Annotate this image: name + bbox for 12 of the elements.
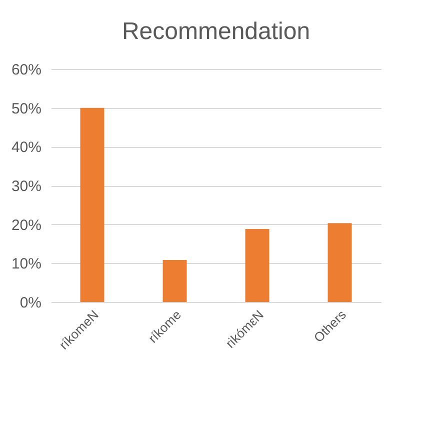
chart-title: Recommendation	[122, 18, 310, 45]
y-tick-label: 20%	[11, 216, 42, 234]
y-tick-label: 50%	[11, 100, 42, 118]
y-tick-label: 30%	[11, 178, 42, 195]
bar	[328, 223, 352, 302]
bar	[245, 228, 270, 302]
y-tick-label: 60%	[11, 62, 42, 78]
bar	[162, 260, 187, 302]
y-tick-label: 10%	[11, 256, 42, 273]
y-tick-label: 40%	[11, 139, 42, 156]
bar	[80, 108, 104, 302]
y-tick-label: 0%	[20, 294, 42, 312]
